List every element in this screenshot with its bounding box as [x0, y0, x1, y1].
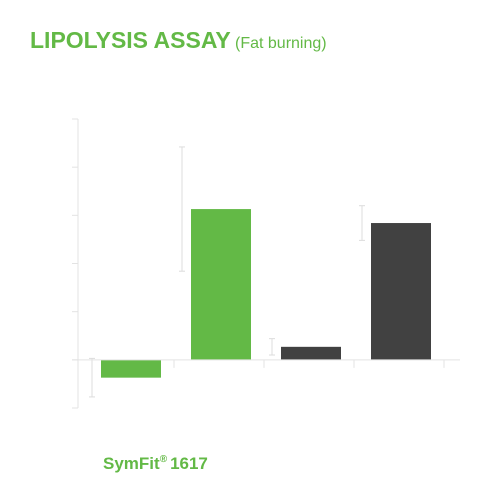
error-bar	[359, 205, 365, 241]
footer-model: 1617	[170, 454, 208, 473]
chart-subtitle: (Fat burning)	[235, 35, 327, 52]
bar	[371, 223, 431, 360]
footer-mark: ®	[160, 454, 168, 465]
bar	[191, 209, 251, 360]
bar	[281, 346, 341, 360]
error-bar	[179, 146, 185, 272]
bar	[101, 359, 161, 378]
chart-title: LIPOLYSIS ASSAY	[30, 27, 231, 53]
error-bar	[89, 357, 95, 398]
error-bar	[269, 338, 275, 356]
footer: SymFit® 1617	[103, 454, 208, 473]
footer-brand: SymFit	[103, 454, 160, 473]
